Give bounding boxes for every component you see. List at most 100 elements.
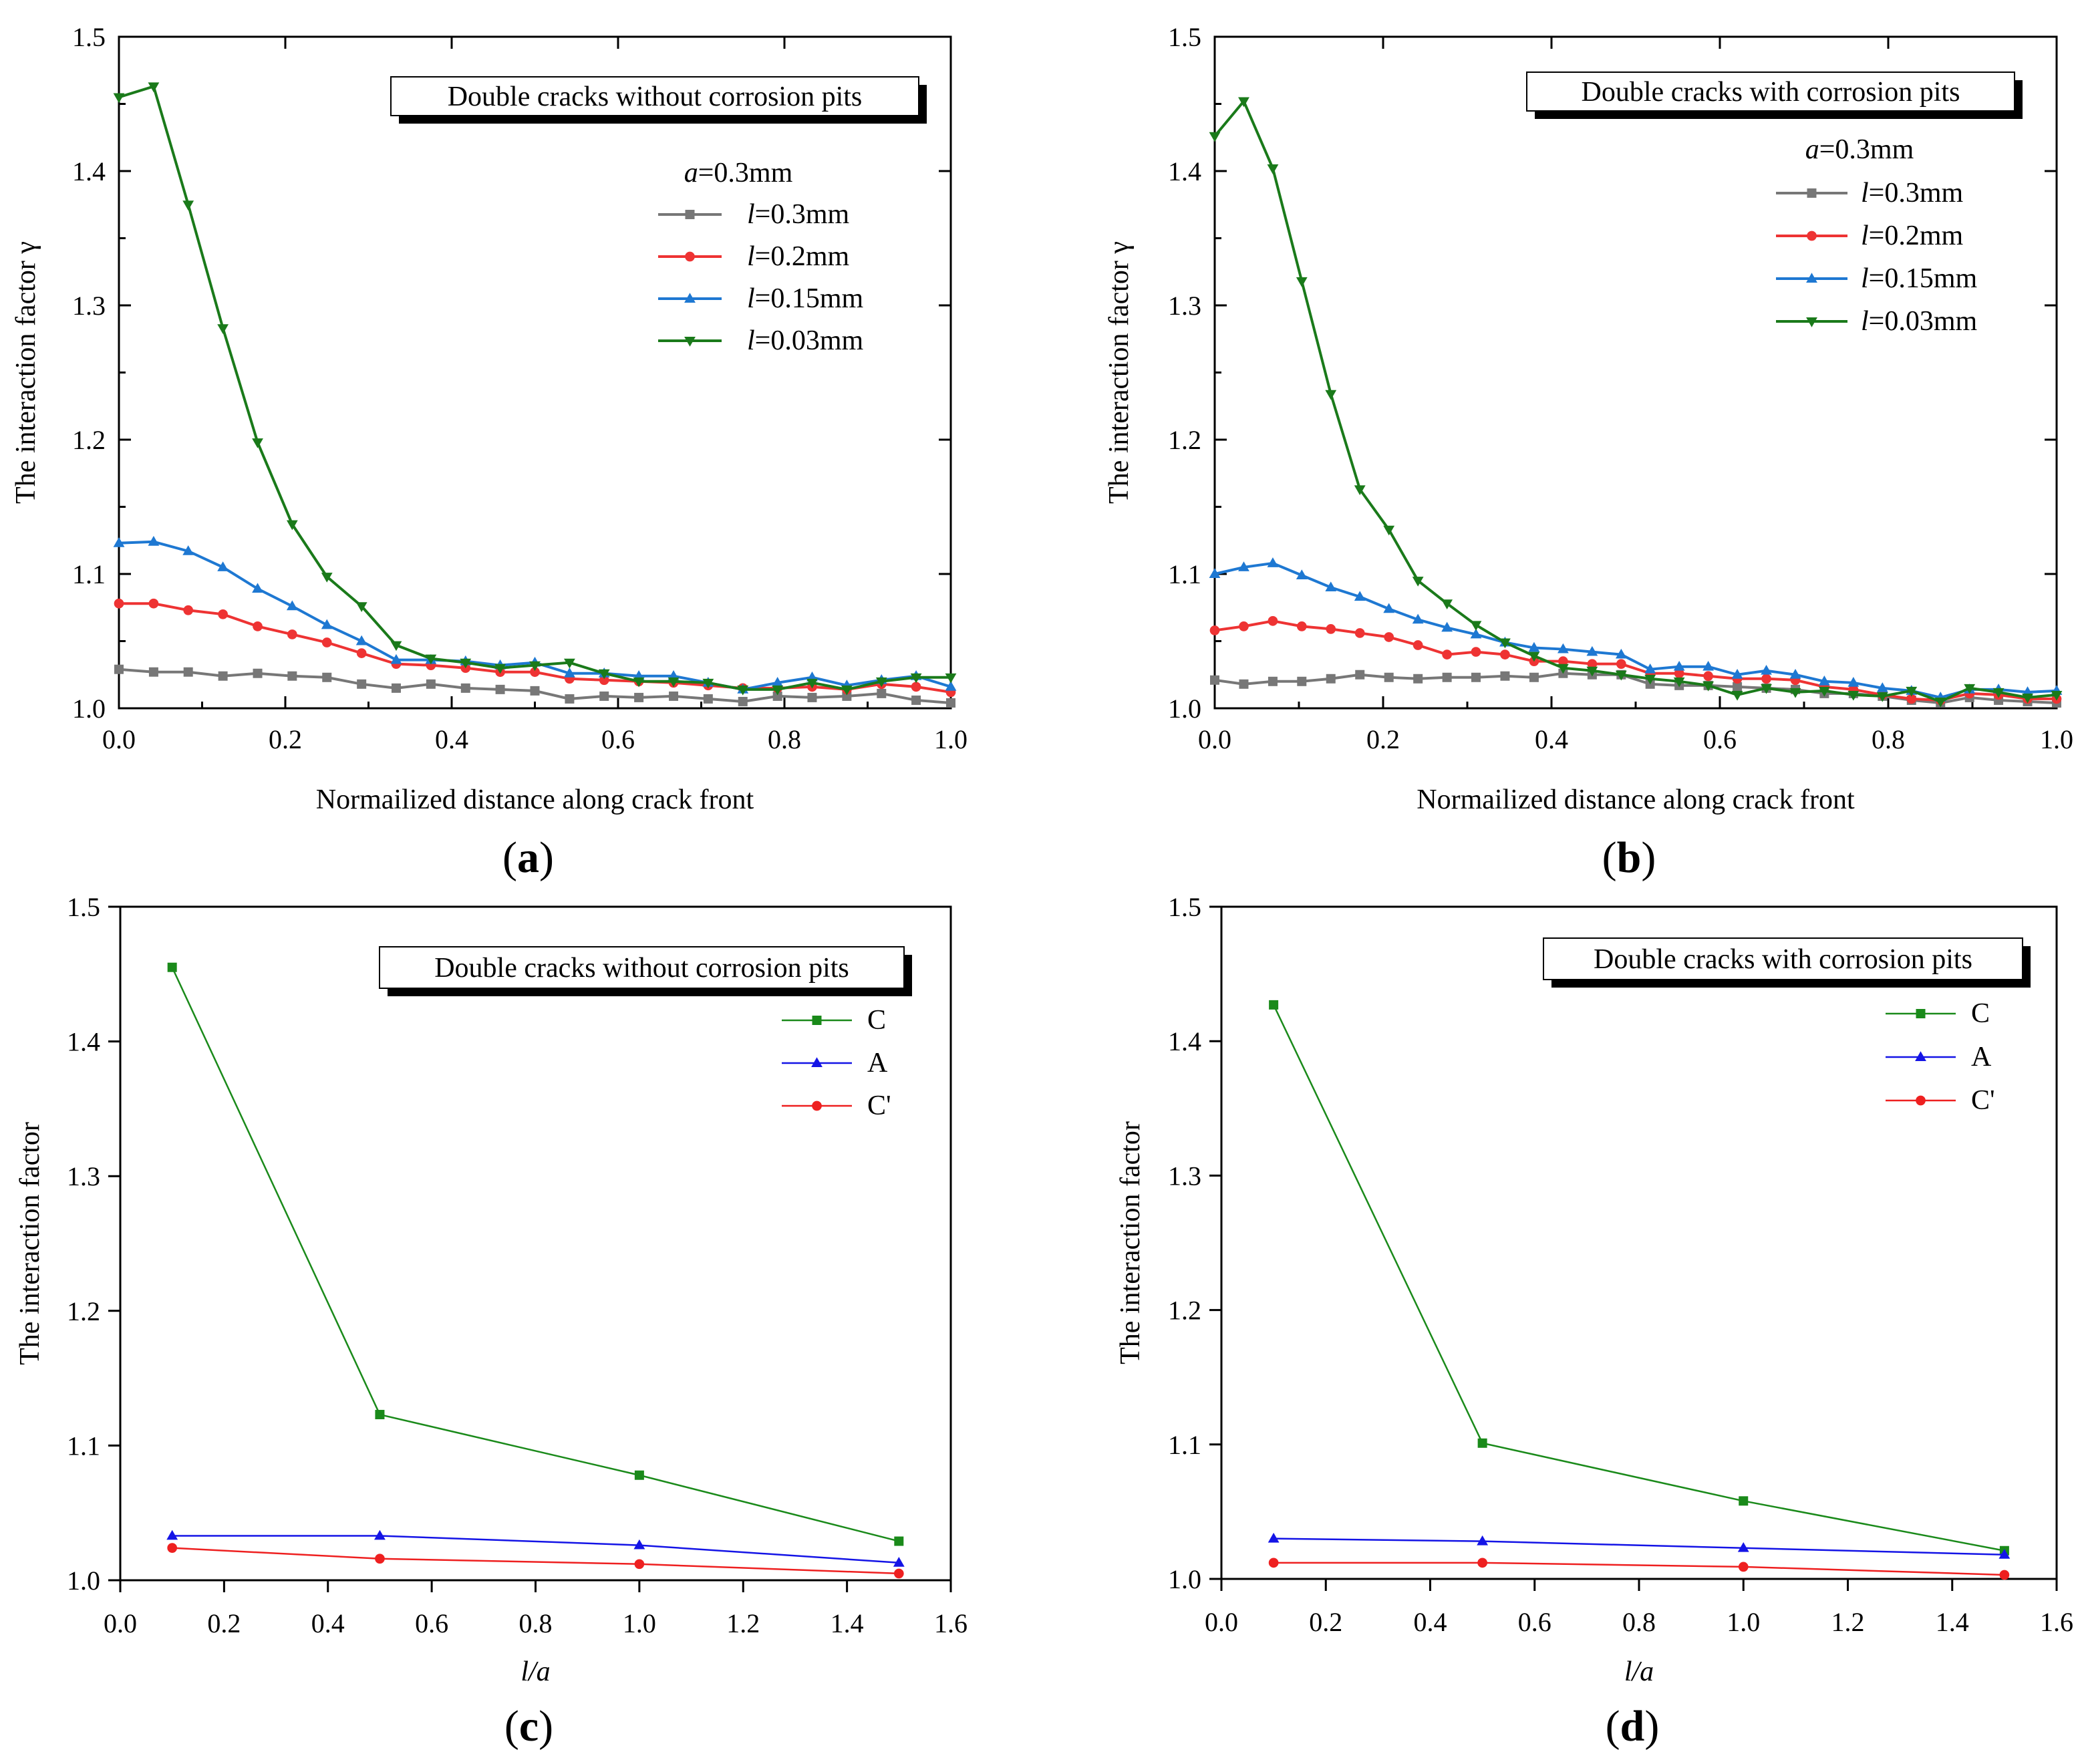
data-point [1413, 674, 1423, 684]
data-point [1499, 638, 1511, 649]
x-tick-label: 1.6 [2040, 1607, 2073, 1637]
y-tick-label: 1.0 [72, 694, 106, 724]
y-tick-label: 1.0 [1168, 1564, 1201, 1594]
data-point [894, 1536, 904, 1546]
panel-label-letter: c [519, 1702, 539, 1751]
data-point [1703, 671, 1713, 682]
series-line [171, 967, 899, 1542]
series-l=0.3mm [114, 664, 955, 708]
legend-marker [1806, 273, 1817, 283]
data-point [113, 93, 125, 104]
data-point [426, 679, 436, 689]
data-point [1847, 677, 1860, 687]
legend-label: C' [1971, 1085, 1995, 1116]
data-point [1615, 648, 1627, 659]
data-point [321, 637, 332, 647]
x-tick-label: 0.6 [1518, 1607, 1551, 1637]
data-point [1702, 681, 1715, 692]
data-point [875, 677, 887, 688]
data-point [806, 678, 818, 689]
y-tick-label: 1.4 [72, 156, 106, 186]
y-axis-title: The interaction factor γ [11, 241, 41, 504]
data-point [1383, 603, 1395, 613]
data-point [321, 573, 333, 583]
series-line [172, 1535, 899, 1564]
legend-marker [1915, 1051, 1926, 1061]
data-point [1761, 674, 1771, 684]
y-tick-label: 1.1 [67, 1431, 100, 1461]
plot-frame [1213, 35, 2058, 710]
data-point [945, 681, 957, 691]
x-tick-label: 1.0 [934, 724, 968, 754]
series-line [172, 1547, 899, 1575]
data-point [391, 683, 401, 693]
x-tick-label: 1.0 [623, 1608, 656, 1638]
series-line [1272, 1004, 2005, 1552]
y-axis-title: The interaction factor γ [1104, 241, 1135, 504]
y-tick-label: 1.3 [1168, 1161, 1201, 1191]
legend-header-rest: =0.3mm [698, 158, 793, 188]
data-point [530, 667, 540, 678]
data-point [1731, 690, 1743, 701]
data-point [1477, 1558, 1487, 1568]
legend-marker [685, 210, 695, 219]
data-point [564, 667, 575, 678]
series-C [1269, 1000, 2009, 1556]
y-tick-label: 1.5 [72, 22, 106, 52]
y-tick-label: 1.3 [72, 291, 106, 321]
panel-label-letter: d [1620, 1702, 1645, 1751]
x-axis-title: l/a [1624, 1656, 1654, 1687]
y-axis-title: The interaction factor [15, 1122, 45, 1365]
y-tick-label: 1.1 [1168, 1430, 1201, 1460]
y-tick-label: 1.1 [72, 559, 106, 589]
x-tick-label: 1.2 [726, 1608, 760, 1638]
x-axis-title-italic: l/a [521, 1656, 550, 1687]
data-point [1209, 132, 1221, 142]
data-point [1789, 669, 1801, 679]
legend: CA C' [782, 1005, 891, 1121]
data-point [1673, 677, 1685, 688]
x-tick-label: 0.4 [1535, 724, 1568, 754]
data-point [1383, 525, 1395, 536]
data-point [252, 438, 263, 448]
data-point [148, 82, 160, 93]
annotation-box [1526, 71, 2015, 112]
legend-label: l=0.03mm [1861, 306, 1978, 337]
data-point [1557, 643, 1569, 653]
chart-panel-b: 0.0 0.2 0.4 0.6 0.8 1.0 1.0 1.1 1.2 1.3 1.4 1.5 Norm… [1104, 22, 2073, 882]
legend-marker [1807, 231, 1817, 241]
data-point [252, 583, 263, 593]
legend-label: l=0.15mm [1861, 263, 1978, 294]
x-tick-label: 0.2 [269, 724, 302, 754]
data-point [667, 677, 680, 688]
data-point [1674, 668, 1684, 679]
data-point [893, 1568, 904, 1579]
data-point [1441, 599, 1453, 609]
x-tick-label: 0.6 [415, 1608, 448, 1638]
legend-label-italic: l [747, 241, 755, 272]
chart-panel-a: 0.0 0.2 0.4 0.6 0.8 1.0 1.0 1.1 1.2 1.3 1.4 1.5 Norm… [11, 22, 968, 882]
y-tick-label: 1.5 [1168, 22, 1201, 52]
annotation-box-text: Double cracks without corrosion pits [448, 82, 863, 112]
data-point [1470, 621, 1482, 631]
legend-label-rest: =0.03mm [1869, 306, 1978, 337]
data-point [1761, 684, 1772, 694]
x-tick-label: 1.2 [1831, 1607, 1865, 1637]
data-point [1876, 692, 1888, 702]
chart-panel-c: 0.0 0.2 0.4 0.6 0.8 1.0 1.2 1.4 1.6 1.0 1.1 1.2 1.3 1… [15, 892, 968, 1751]
series-line [1214, 672, 2057, 704]
data-point [425, 654, 437, 665]
annotation-box [390, 76, 919, 116]
data-point [1471, 647, 1481, 657]
data-point [1818, 676, 1830, 686]
data-point [355, 635, 367, 645]
data-point [634, 1470, 644, 1480]
panel-label: (c) [504, 1702, 553, 1751]
x-tick-label: 1.6 [934, 1608, 968, 1638]
data-point [1999, 1570, 2010, 1580]
data-point [1528, 641, 1540, 652]
annotation-box [1543, 937, 2023, 980]
data-point [633, 1539, 645, 1550]
data-point [1906, 694, 1917, 704]
data-point [460, 683, 470, 693]
